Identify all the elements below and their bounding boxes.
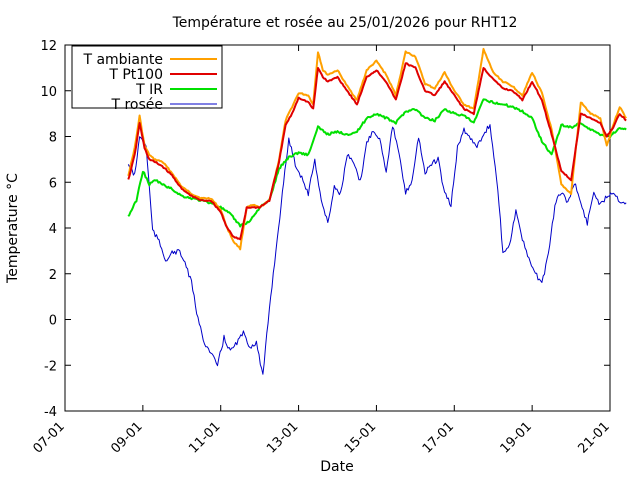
legend-label: T rosée (110, 97, 163, 113)
legend-label: T IR (135, 82, 163, 98)
series-line-0 (127, 47, 628, 251)
x-tick-label: 07-01 (31, 419, 68, 456)
y-tick-label: 4 (49, 222, 57, 237)
legend-label: T Pt100 (108, 67, 163, 83)
y-axis: -4 -2 0 2 4 6 8 10 12 (40, 39, 610, 420)
chart-title: Température et rosée au 25/01/2026 pour … (172, 15, 518, 31)
series-lines (127, 47, 628, 375)
y-axis-label: Temperature °C (5, 173, 21, 284)
y-tick-label: 2 (49, 268, 57, 283)
y-tick-label: -2 (44, 359, 57, 374)
legend-box (71, 45, 223, 109)
x-tick-label: 09-01 (108, 419, 145, 456)
x-axis-label: Date (320, 459, 353, 475)
x-tick-label: 21-01 (576, 419, 613, 456)
y-tick-label: 12 (40, 39, 57, 54)
series-line-1 (127, 62, 627, 241)
x-tick-label: 17-01 (420, 419, 457, 456)
x-tick-label: 13-01 (264, 419, 301, 456)
x-tick-label: 11-01 (186, 419, 223, 456)
x-tick-label: 19-01 (498, 419, 535, 456)
series-line-3 (127, 124, 627, 375)
y-tick-label: 0 (49, 314, 57, 329)
y-tick-label: 10 (40, 85, 57, 100)
series-line-2 (127, 98, 627, 228)
y-tick-label: -4 (44, 405, 57, 420)
x-tick-label: 15-01 (342, 419, 379, 456)
legend-label: T ambiante (82, 52, 163, 68)
y-tick-label: 8 (49, 131, 57, 146)
y-tick-label: 6 (49, 176, 57, 191)
